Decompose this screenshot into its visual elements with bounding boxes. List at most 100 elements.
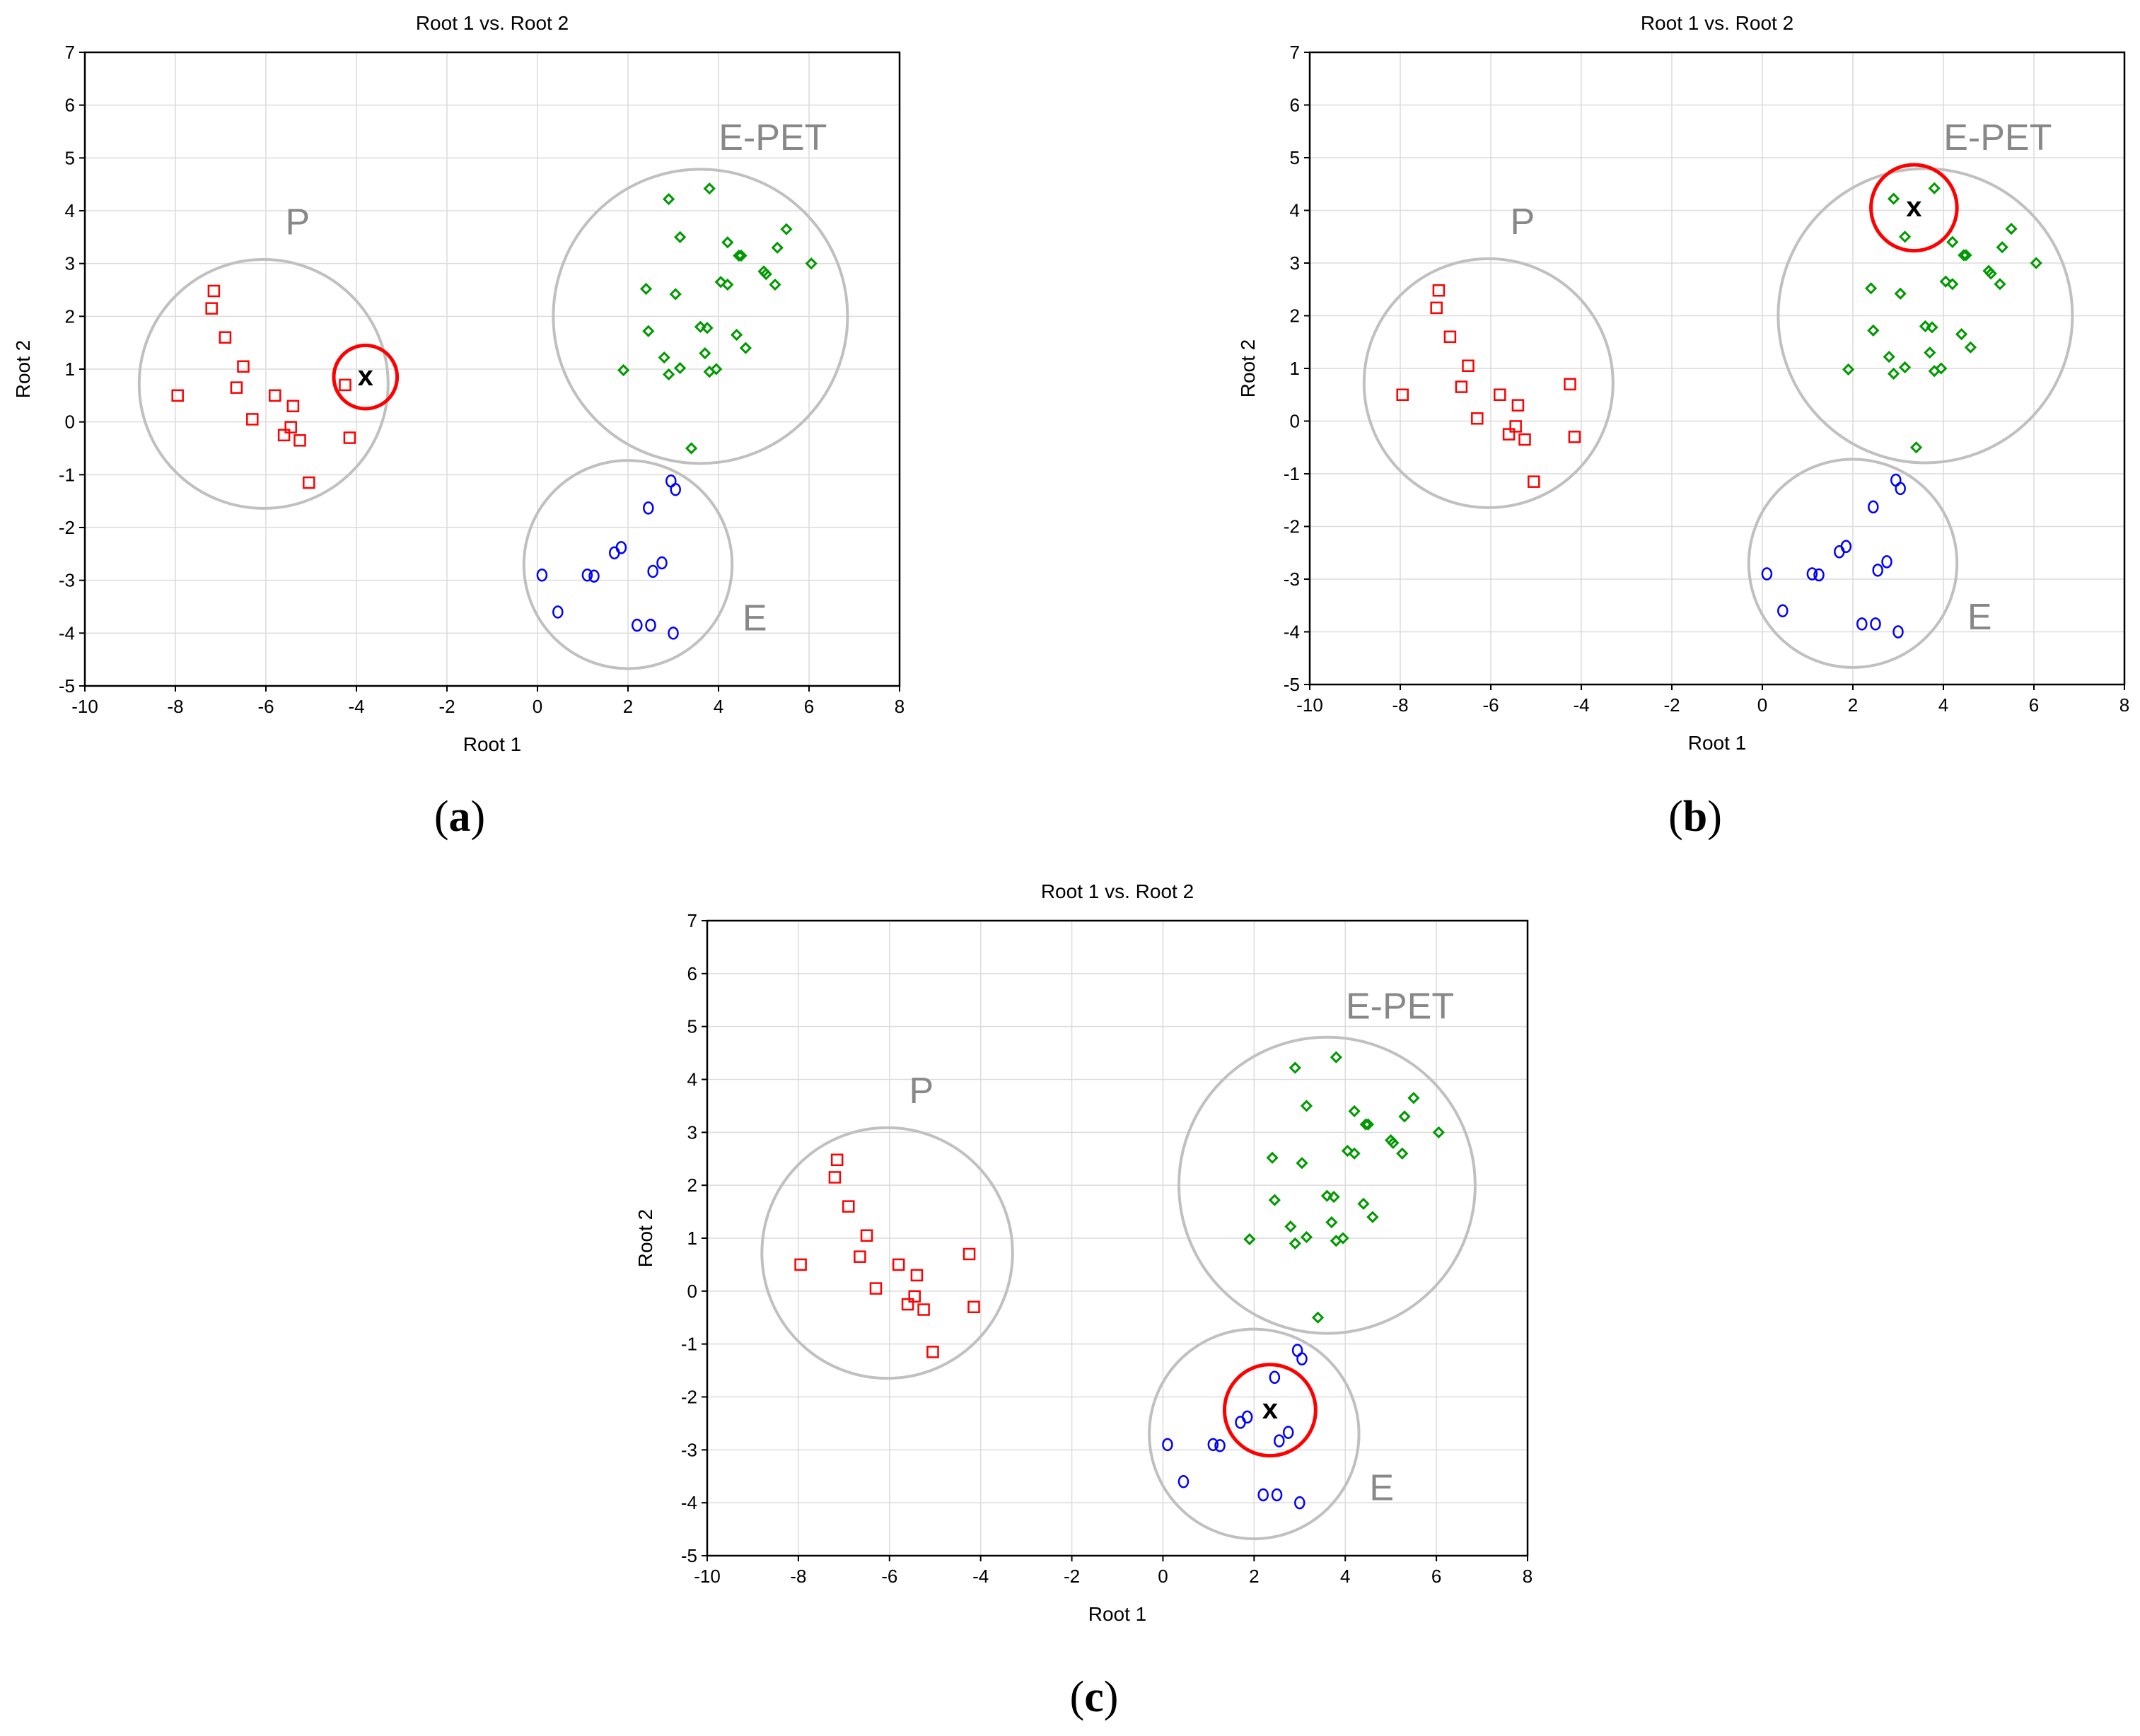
y-tick-label: 3 [1290,252,1300,274]
x-tick-label: 0 [533,696,542,717]
y-tick-label: -5 [681,1545,697,1566]
group-label-e: E [743,598,767,639]
data-point-e-pet [1361,1118,1375,1131]
data-point-e-pet [714,276,727,289]
data-point-e-pet [1341,1144,1354,1158]
data-point-p [205,302,218,315]
data-point-e [1207,1438,1219,1452]
panel-caption: (b) [1668,793,1722,841]
data-point-p [854,1250,866,1263]
unknown-sample-circle [1222,1363,1318,1458]
y-tick-label: -1 [681,1334,697,1355]
data-point-e-pet [1320,1189,1334,1202]
data-point-e-pet [662,192,675,206]
data-point-e-pet [735,249,748,262]
data-point-e-pet [1946,235,1959,248]
data-point-p [1443,330,1457,344]
x-tick-label: -2 [1663,694,1680,716]
y-tick-label: 2 [65,305,75,327]
data-point-e [647,564,658,578]
data-point-e [1241,1410,1253,1424]
data-point-p [910,1269,924,1282]
data-point-p [246,413,259,426]
y-tick-label: -3 [59,570,75,591]
data-point-e [645,618,656,632]
panel-caption: (c) [1070,1673,1119,1721]
data-point-e-pet [642,325,655,337]
data-point-e-pet [1348,1147,1361,1160]
data-point-e-pet [1883,350,1895,363]
group-label-e: E [1967,597,1992,638]
data-point-e [1162,1438,1173,1452]
data-point-p [1511,399,1525,412]
panel-caption-letter: c [1084,1673,1104,1721]
y-tick-label: 7 [687,910,697,931]
data-point-e-pet [639,282,653,296]
data-point-e-pet [1330,1051,1342,1064]
data-point-e [1274,1434,1285,1447]
x-tick-label: -6 [881,1566,897,1587]
data-point-p [926,1346,939,1358]
data-point-e-pet [701,322,714,334]
data-point-e-pet [1887,367,1900,380]
data-point-p [343,431,356,444]
y-tick-label: -3 [1284,569,1300,590]
data-point-p [1494,388,1506,401]
chart-title: Root 1 vs. Root 2 [1041,880,1194,902]
data-point-p [1509,420,1522,433]
x-tick-label: 6 [804,696,814,717]
data-point-e-pet [1407,1092,1420,1105]
x-tick-label: 0 [1757,694,1767,716]
data-point-e-pet [1842,363,1855,376]
panel-caption-letter: a [449,793,471,841]
y-tick-label: 5 [687,1016,697,1037]
group-label-e-pet: E-PET [1943,117,2052,158]
y-tick-label: 6 [1290,95,1300,116]
x-tick-label: 8 [1523,1566,1533,1587]
data-point-e [1294,1496,1305,1510]
x-tick-label: 6 [2029,694,2039,716]
data-point-e-pet [2005,222,2018,235]
data-point-e [1214,1439,1226,1452]
group-label-e-pet: E-PET [1346,986,1454,1027]
group-circle-p [760,1126,1014,1380]
data-point-e-pet [673,361,687,375]
x-tick-label: 2 [623,696,633,717]
data-point-e [1282,1426,1294,1439]
x-tick-label: -4 [348,696,364,717]
x-tick-label: 2 [1249,1566,1259,1587]
data-point-e-pet [1284,1220,1297,1233]
data-point-e-pet [1887,192,1900,205]
data-point-e-pet [1964,341,1977,354]
data-point-e [670,482,681,496]
data-point-e [632,618,643,632]
data-point-e [1856,617,1868,631]
y-tick-label: -3 [681,1439,697,1460]
y-tick-label: 0 [65,412,75,433]
y-tick-label: -5 [59,675,75,697]
data-point-e-pet [669,288,682,301]
data-point-p [828,1171,842,1184]
y-axis-label: Root 2 [12,340,34,399]
data-point-e-pet [1939,275,1952,288]
data-point-e-pet [1924,346,1936,359]
data-point-e-pet [1955,327,1968,341]
y-tick-label: 0 [1290,411,1300,432]
data-point-e-pet [694,320,707,333]
data-point-e-pet [1300,1230,1313,1244]
data-point-e [588,569,600,583]
x-tick-label: 6 [1431,1566,1441,1587]
chart-title: Root 1 vs. Root 2 [1641,12,1793,34]
data-point-e-pet [805,257,818,270]
y-tick-label: 1 [1290,358,1300,379]
y-tick-label: -2 [59,517,75,538]
data-point-p [269,389,281,402]
x-tick-label: 8 [2119,694,2129,716]
data-point-e-pet [1984,267,1997,280]
unknown-sample-circle [1869,163,1959,253]
data-point-e-pet [1289,1061,1301,1074]
data-point-e-pet [733,249,745,262]
unknown-sample-marker: x [1262,1394,1278,1425]
